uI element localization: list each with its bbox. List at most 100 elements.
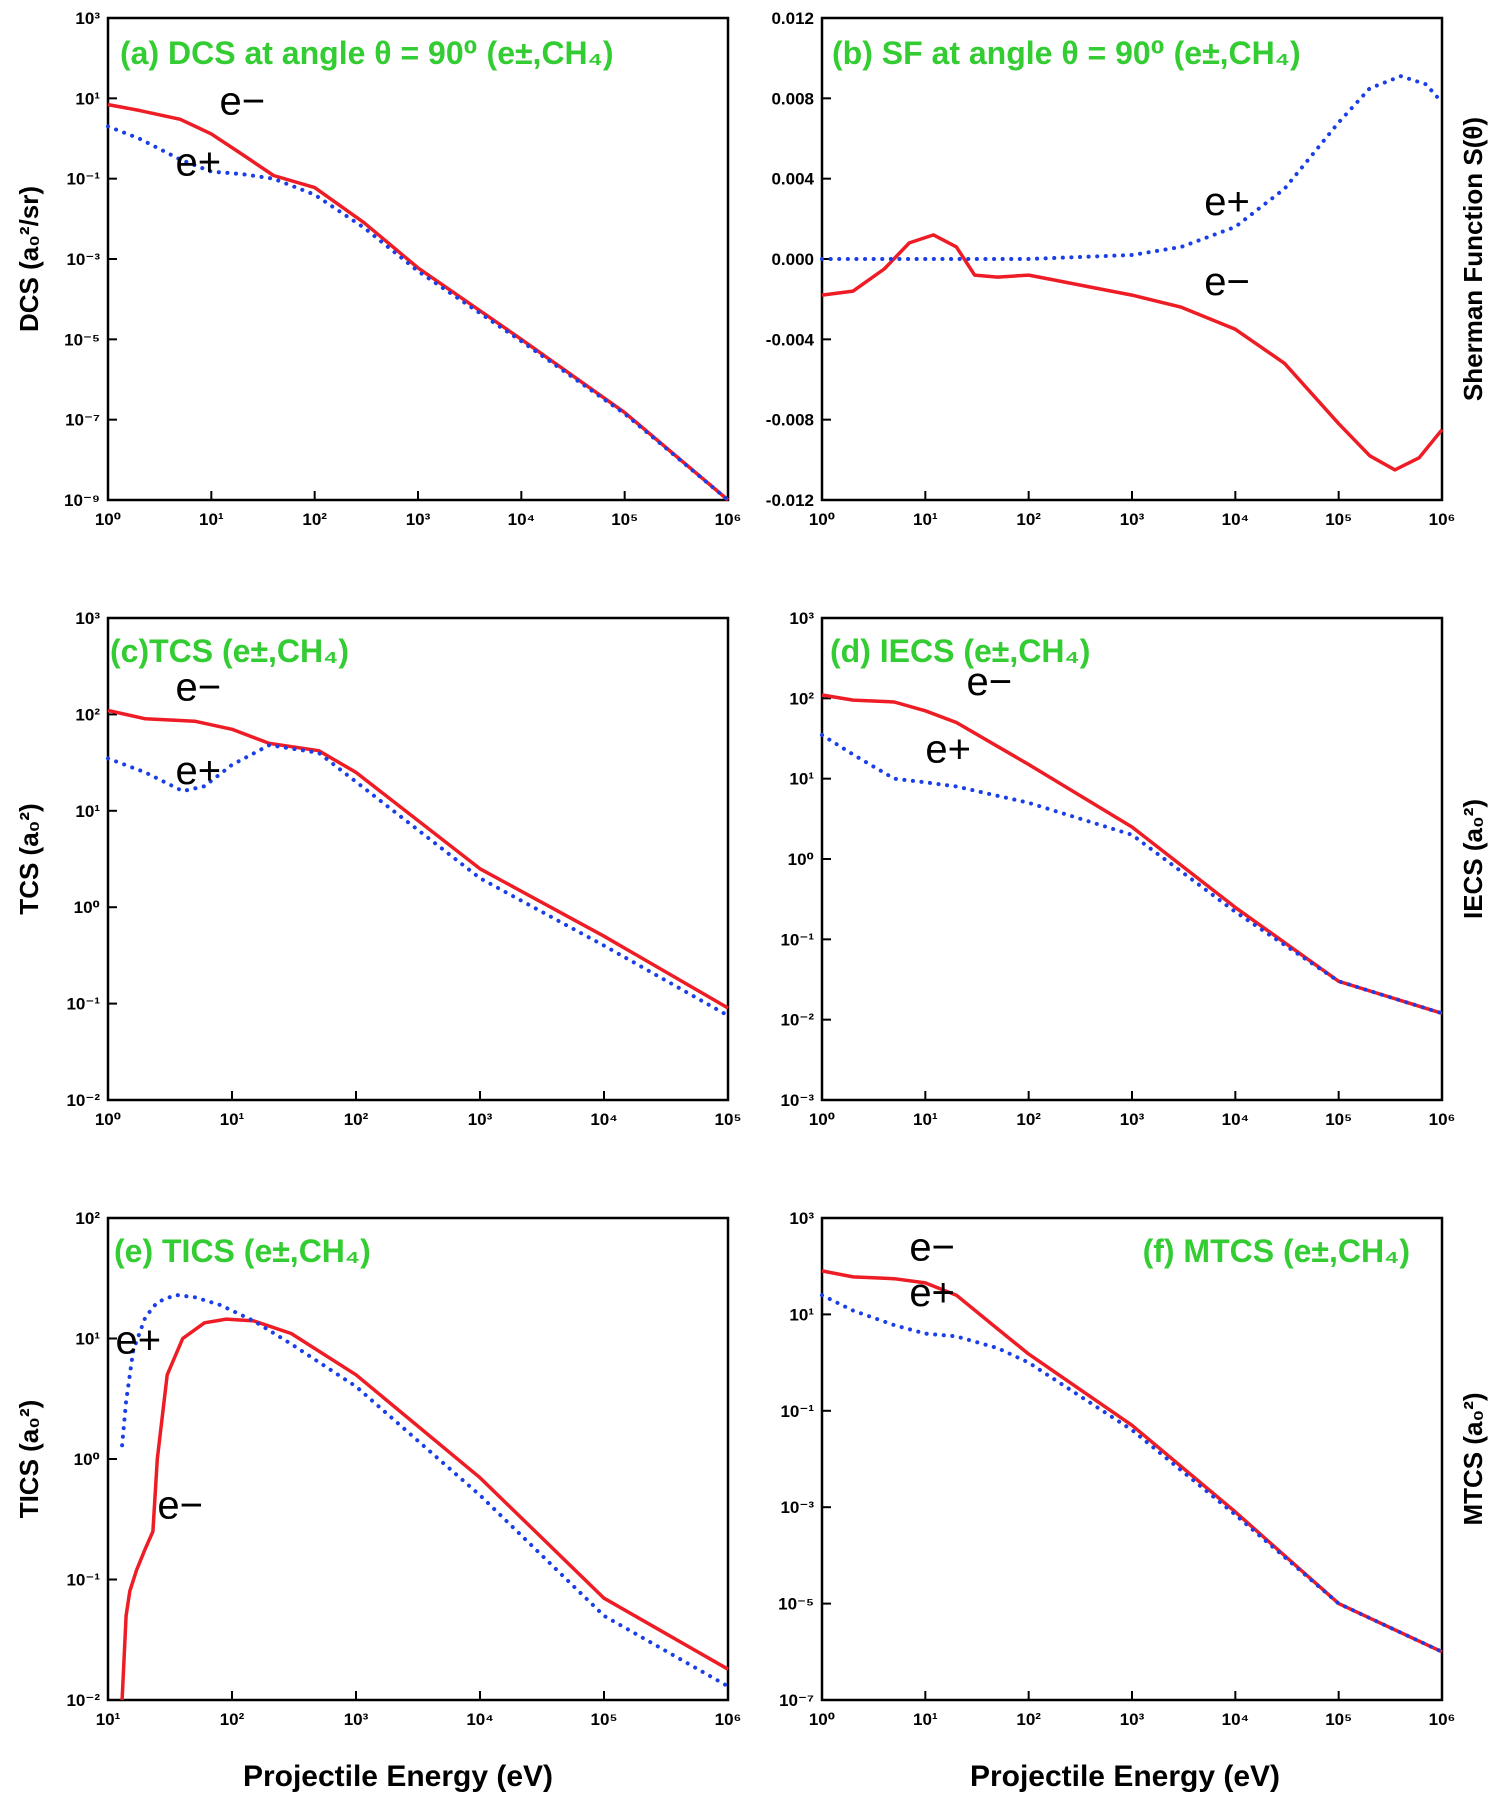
panel-d-ylabel: IECS (a₀²) [1458,799,1488,919]
panel-f: (f) MTCS (e±,CH₄) MTCS (a₀²) Projectile … [778,1209,1488,1793]
panel-e-lines [120,1292,730,1701]
y-tick-label: 10⁻¹ [66,995,100,1014]
panel-e-ticks: 10¹ 10² 10³ 10⁴ 10⁵ 10⁶ 10⁻² 10⁻¹ 10⁰ 10¹ 10² [66,1209,741,1729]
panel-d-annotations: e− e+ [925,660,1012,771]
y-tick-label: 10⁻³ [780,1091,814,1110]
curve-label: e+ [116,1319,162,1363]
panel-f-xlabel: Projectile Energy (eV) [970,1760,1280,1793]
curve-label: e+ [175,140,221,184]
x-tick-label: 10⁴ [466,1710,493,1729]
y-tick-label: 10³ [789,1209,814,1228]
y-tick-label: 10² [75,705,100,724]
panel-f-ticks: 10⁰ 10¹ 10² 10³ 10⁴ 10⁵ 10⁶ 10⁻⁷ 10⁻⁵ 10⁻³ 10⁻¹ 10¹… [778,1209,1455,1729]
x-tick-label: 10⁶ [1429,1110,1456,1129]
panel-e-title: (e) TICS (e±,CH₄) [114,1233,371,1269]
panel-c-ylabel: TCS (a₀²) [14,803,44,914]
curve-label: e− [157,1484,203,1528]
x-tick-label: 10⁵ [611,510,638,529]
panel-a-ylabel: DCS (a₀²/sr) [14,186,44,332]
x-tick-label: 10⁴ [1222,1710,1249,1729]
panel-d: (d) IECS (e±,CH₄) IECS (a₀²) 10⁰ 10¹ 10² 10… [780,609,1488,1129]
x-tick-label: 10² [344,1110,369,1129]
series-electron-line [821,233,1444,472]
panel-a-lines [106,102,730,502]
y-tick-label: 10⁻⁹ [64,491,100,510]
panel-a-title: (a) DCS at angle θ = 90⁰ (e±,CH₄) [120,35,614,71]
series-positron-line [120,1292,730,1689]
y-tick-label: 10⁻³ [780,1498,814,1517]
y-tick-label: 0.004 [771,170,814,189]
x-tick-label: 10¹ [913,1710,938,1729]
y-tick-label: 10⁻² [66,1691,100,1710]
panel-c: (c)TCS (e±,CH₄) TCS (a₀²) 10⁰ 10¹ 10² 10³ 10… [14,609,741,1129]
x-tick-label: 10⁰ [809,1710,835,1729]
x-tick-label: 10³ [468,1110,493,1129]
y-tick-label: 10⁻² [66,1091,100,1110]
curve-label: e− [175,665,221,709]
series-positron-line [106,743,730,1018]
x-tick-label: 10⁵ [715,1110,742,1129]
panel-f-annotations: e−e+ [909,1226,955,1315]
x-tick-label: 10⁶ [1429,1710,1456,1729]
x-tick-label: 10⁴ [1222,1110,1249,1129]
x-tick-label: 10⁰ [809,1110,835,1129]
x-tick-label: 10² [1016,1710,1041,1729]
x-tick-label: 10² [1016,510,1041,529]
panel-b-lines [820,74,1444,472]
y-tick-label: 10⁻¹ [66,1571,100,1590]
y-tick-label: 10² [75,1209,100,1228]
panel-e-frame [106,1216,730,1702]
x-tick-label: 10³ [1120,510,1145,529]
panel-a-ticks: 10⁰ 10¹ 10² 10³ 10⁴ 10⁵ 10⁶ 10⁻⁹ 10⁻⁷ 10⁻⁵ 10⁻³ 10⁻… [64,9,741,529]
curve-label: e+ [1204,180,1250,224]
x-tick-label: 10⁵ [591,1710,618,1729]
y-tick-label: 10⁻² [780,1011,814,1030]
y-tick-label: 10⁻⁵ [64,330,100,349]
y-tick-label: 10¹ [789,1305,814,1324]
curve-label: e+ [175,749,221,793]
series-positron-line [106,124,730,502]
panel-b-annotations: e+ e− [1204,180,1250,304]
x-tick-label: 10² [1016,1110,1041,1129]
panel-b: (b) SF at angle θ = 90⁰ (e±,CH₄) Sherman… [766,9,1488,529]
series-electron-line [120,1317,729,1701]
curve-label: e− [909,1226,955,1270]
y-tick-label: 10⁻⁵ [778,1595,814,1614]
x-tick-label: 10³ [1120,1110,1145,1129]
x-tick-label: 10⁴ [1222,510,1249,529]
x-tick-label: 10⁴ [508,510,535,529]
series-electron-line [821,1269,1443,1654]
panel-c-title: (c)TCS (e±,CH₄) [110,633,349,669]
panel-a-annotations: e− e+ [175,79,265,184]
panel-e-ylabel: TICS (a₀²) [14,1400,44,1519]
panel-d-title: (d) IECS (e±,CH₄) [830,633,1090,669]
x-tick-label: 10⁶ [715,1710,742,1729]
y-tick-label: 10⁻³ [66,250,100,269]
y-tick-label: 10⁻⁷ [779,1691,814,1710]
panel-f-title: (f) MTCS (e±,CH₄) [1143,1233,1410,1269]
series-positron-line [820,74,1444,261]
y-tick-label: 0.012 [771,9,814,28]
y-tick-label: 10⁻⁷ [65,411,100,430]
panel-f-ylabel: MTCS (a₀²) [1458,1392,1488,1525]
series-electron-line [107,102,730,502]
panel-f-lines [820,1269,1444,1654]
x-tick-label: 10³ [406,510,431,529]
curve-label: e− [1204,260,1250,304]
x-tick-label: 10⁶ [715,510,742,529]
x-tick-label: 10⁴ [590,1110,617,1129]
y-tick-label: 10¹ [75,802,100,821]
y-tick-label: 10² [789,689,814,708]
y-tick-label: 10¹ [789,770,814,789]
x-tick-label: 10⁵ [1325,1710,1352,1729]
y-tick-label: 0.000 [771,250,814,269]
x-tick-label: 10³ [1120,1710,1145,1729]
y-tick-label: 10⁻¹ [66,170,100,189]
y-tick-label: 10³ [75,9,100,28]
panel-e-xlabel: Projectile Energy (eV) [243,1760,553,1793]
panel-c-annotations: e− e+ [175,665,221,793]
y-tick-label: 10¹ [75,1330,100,1349]
y-tick-label: 10⁰ [74,898,100,917]
x-tick-label: 10² [302,510,327,529]
